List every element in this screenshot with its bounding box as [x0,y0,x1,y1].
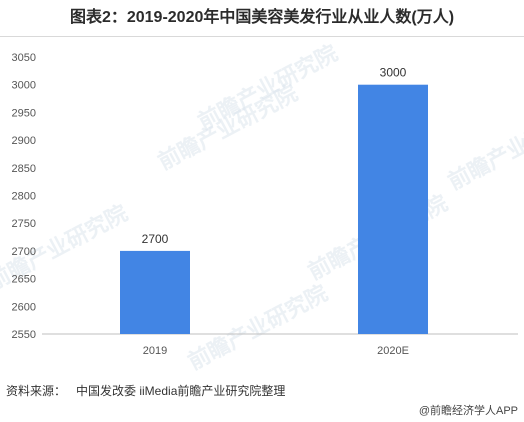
y-tick-label: 3000 [12,80,36,92]
bar-2020E [358,84,428,334]
x-tick-label: 2019 [143,345,167,357]
y-tick-label: 2900 [12,135,36,147]
y-tick-label: 2850 [12,163,36,175]
y-tick-label: 2650 [12,274,36,286]
source-label: 资料来源： [6,384,67,398]
y-tick-label: 2550 [12,329,36,341]
y-tick-label: 2600 [12,301,36,313]
data-label: 3000 [380,66,407,80]
y-tick-label: 2950 [12,107,36,119]
bar-chart: 2550 2600 2650 2700 2750 2800 2850 2900 2950 3000… [12,52,518,357]
bar-2019 [120,250,190,334]
brand-credit: @前瞻经济学人APP [418,405,518,417]
source-text: 中国发改委 iiMedia前瞻产业研究院整理 [76,384,286,398]
y-tick-label: 2800 [12,191,36,203]
chart-title: 图表2：2019-2020年中国美容美发行业从业人数(万人) [0,0,524,37]
x-tick-label: 2020E [377,345,409,357]
source-note: 资料来源： 中国发改委 iiMedia前瞻产业研究院整理 [6,382,285,399]
chart-area: 2550 2600 2650 2700 2750 2800 2850 2900 2950 3000… [0,37,524,372]
y-tick-label: 3050 [12,52,36,64]
data-label: 2700 [142,232,169,246]
y-tick-label: 2750 [12,218,36,230]
y-tick-label: 2700 [12,246,36,258]
